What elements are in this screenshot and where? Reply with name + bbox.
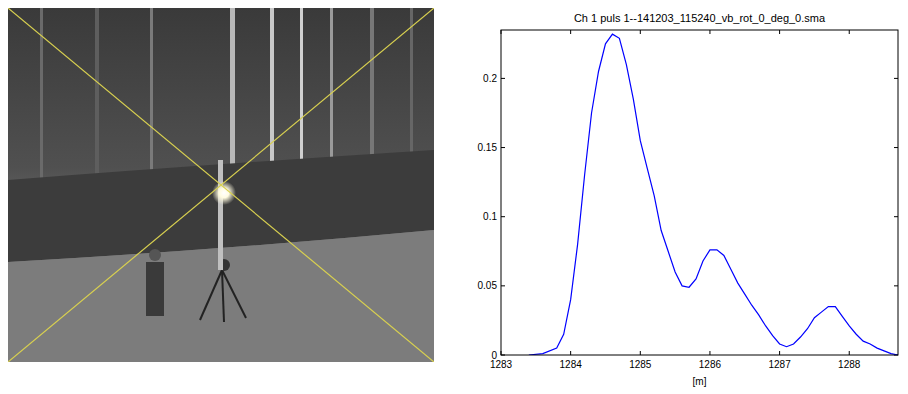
- y-tick-label: 0.05: [478, 280, 498, 291]
- x-tick-label: 1284: [560, 359, 583, 370]
- y-tick: [894, 147, 898, 148]
- data-group: [529, 34, 898, 355]
- title: Ch 1 puls 1--141203_115240_vb_rot_0_deg_…: [574, 12, 826, 24]
- y-tick-label: 0.15: [478, 142, 498, 153]
- crosshair: [8, 8, 434, 362]
- y-tick-label: 0: [491, 350, 497, 361]
- x-tick: [779, 351, 780, 355]
- pole: [218, 160, 223, 270]
- y-tick: [894, 216, 898, 217]
- x-axis-title: [m]: [693, 376, 707, 387]
- y-tick: [894, 78, 898, 79]
- x-tick: [570, 351, 571, 355]
- y-tick: [501, 78, 505, 79]
- tripod-leg: [222, 270, 224, 322]
- person: [146, 262, 164, 316]
- y-tick: [501, 285, 505, 286]
- y-tick: [501, 147, 505, 148]
- x-tick: [640, 351, 641, 355]
- y-tick-label: 0.1: [483, 211, 497, 222]
- x-tick-label: 1283: [490, 359, 513, 370]
- laser-spot: [212, 181, 236, 205]
- y-tick-label: 0.2: [483, 73, 497, 84]
- x-tick: [849, 351, 850, 355]
- person-head: [149, 249, 161, 261]
- photo: [8, 8, 434, 362]
- x-tick-label: 1285: [629, 359, 652, 370]
- x-tick-label: 1288: [838, 359, 861, 370]
- y-tick: [894, 285, 898, 286]
- tripod-leg: [222, 270, 246, 318]
- figure: 1283 1284 1285 1286 1287 1288 0 0.05 0.1 0.15 0.2 C…: [0, 0, 908, 394]
- crosshair: [8, 8, 434, 362]
- x-tick: [709, 351, 710, 355]
- tripod-leg: [200, 270, 222, 320]
- x-tick: [779, 30, 780, 34]
- frame: [501, 30, 898, 355]
- x-tick: [709, 30, 710, 34]
- x-tick: [570, 30, 571, 34]
- x-tick: [849, 30, 850, 34]
- y-tick: [501, 216, 505, 217]
- signal-line: [529, 34, 898, 355]
- plot-area: [501, 30, 898, 355]
- photo-background: [8, 8, 434, 362]
- x-tick: [640, 30, 641, 34]
- x-tick-label: 1286: [699, 359, 722, 370]
- x-tick-label: 1287: [768, 359, 791, 370]
- axes: 1283 1284 1285 1286 1287 1288 0 0.05 0.1 0.15 0.2: [478, 30, 898, 370]
